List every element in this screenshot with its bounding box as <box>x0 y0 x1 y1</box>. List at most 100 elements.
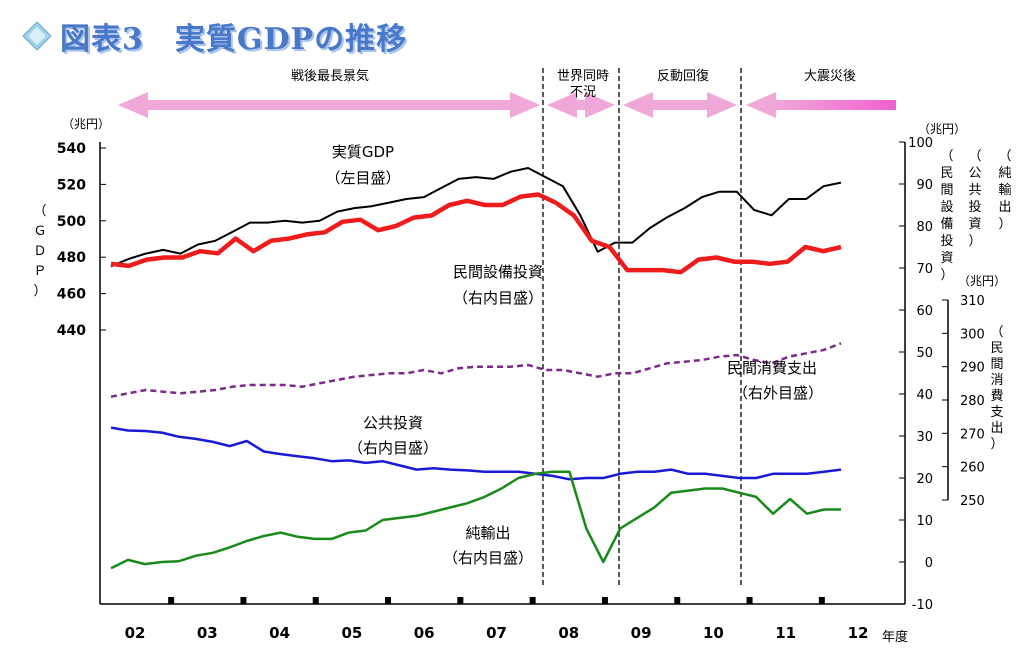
right-outer-tick-label: 260 <box>960 461 985 476</box>
x-tick-label: 11 <box>775 624 796 642</box>
right-inner-axis-label-char: 公 <box>968 166 981 181</box>
x-tick-label: 07 <box>486 624 507 642</box>
left-axis-label-char: Ｐ <box>33 264 46 279</box>
x-tick-mark <box>240 597 247 604</box>
left-tick-label: 480 <box>57 250 86 266</box>
period-arrow-3-shaft <box>651 100 709 110</box>
right-inner-tick-label: 50 <box>916 346 933 361</box>
right-outer-axis-unit: （兆円） <box>958 274 1006 288</box>
period-arrow-4-shaft <box>774 100 896 110</box>
x-tick-label: 08 <box>558 624 579 642</box>
title-block: 図表3 実質GDPの推移 <box>22 14 407 58</box>
series-axis-note: （右内目盛） <box>443 549 533 567</box>
series-axis-note: （左目盛） <box>325 169 400 187</box>
right-outer-tick-label: 270 <box>960 427 985 442</box>
period-arrow-2-head-left <box>547 92 577 118</box>
right-inner-tick-label: 0 <box>925 556 933 571</box>
right-inner-tick-label: 100 <box>908 136 933 151</box>
right-inner-axis-label-char: （ <box>940 149 953 164</box>
x-tick-label: 04 <box>269 624 290 642</box>
period-arrow-1-head-right <box>510 92 540 118</box>
period-label-line2: 不況 <box>570 85 596 100</box>
x-tick-label: 03 <box>197 624 218 642</box>
right-inner-tick-label: 40 <box>916 388 933 403</box>
period-label: 大震災後 <box>804 69 856 84</box>
left-axis-label-char: Ｇ <box>33 224 46 239</box>
right-outer-tick-label: 250 <box>960 494 985 509</box>
left-tick-label: 540 <box>57 141 86 157</box>
series-axis-note: （右外目盛） <box>733 384 823 402</box>
right-outer-tick-label: 290 <box>960 361 985 376</box>
right-outer-axis-label-char: ） <box>990 437 1003 452</box>
left-tick-label: 500 <box>57 214 86 230</box>
chart-title: 図表3 実質GDPの推移 <box>60 22 408 57</box>
right-inner-axis-label-char: 設 <box>940 199 953 215</box>
series-line-3 <box>110 426 842 481</box>
left-tick-label: 520 <box>57 177 86 193</box>
period-label: 反動回復 <box>657 68 709 84</box>
series-line-2 <box>110 342 842 398</box>
x-tick-label: 09 <box>631 624 652 642</box>
period-arrow-2-shaft <box>575 100 587 110</box>
x-tick-mark <box>168 597 175 604</box>
period-arrow-4-head-left <box>746 92 776 118</box>
x-axis-unit: 年度 <box>882 629 908 645</box>
series-label: 民間消費支出 <box>727 359 817 377</box>
right-outer-axis-label-char: 費 <box>990 389 1003 404</box>
right-outer-axis-label-char: 消 <box>990 373 1003 388</box>
right-inner-tick-label: 10 <box>916 514 933 529</box>
right-inner-axis-label-char: 投 <box>968 199 981 215</box>
right-inner-axis-label-char: ） <box>940 268 953 283</box>
diamond-icon <box>22 21 52 51</box>
x-tick-mark <box>529 597 536 604</box>
right-inner-axis-label-char: （ <box>998 149 1011 164</box>
x-tick-label: 10 <box>703 624 724 642</box>
period-arrow-1-shaft <box>146 100 512 110</box>
right-inner-tick-label: -10 <box>912 598 933 613</box>
x-tick-label: 12 <box>848 624 869 642</box>
right-inner-tick-label: 80 <box>916 220 933 235</box>
right-outer-tick-label: 300 <box>960 327 985 342</box>
x-tick-mark <box>457 597 464 604</box>
right-inner-axis-label-char: 純 <box>998 166 1011 181</box>
series-label: 公共投資 <box>363 414 423 432</box>
right-outer-tick-label: 310 <box>960 294 985 309</box>
x-tick-mark <box>674 597 681 604</box>
period-arrow-3-head-right <box>707 92 737 118</box>
right-outer-axis-label-char: 出 <box>990 421 1003 436</box>
right-outer-tick-label: 280 <box>960 394 985 409</box>
right-inner-axis-label-char: 出 <box>998 200 1011 215</box>
right-inner-axis-label-char: 輸 <box>998 183 1011 198</box>
right-inner-axis-label-char: （ <box>968 149 981 164</box>
left-axis-label-char: （ <box>33 204 46 219</box>
right-outer-axis-label-char: 支 <box>990 405 1003 420</box>
x-tick-label: 06 <box>414 624 435 642</box>
x-tick-label: 05 <box>341 624 362 642</box>
x-tick-mark <box>312 597 319 604</box>
period-label: 戦後最長景気 <box>291 68 369 84</box>
left-axis-label-char: Ｄ <box>33 244 46 259</box>
x-tick-mark <box>746 597 753 604</box>
left-axis-label-char: ） <box>33 284 46 299</box>
right-inner-axis-label-char: 備 <box>940 216 953 232</box>
right-inner-axis-label-char: 資 <box>940 251 953 266</box>
right-inner-axis-label-char: ） <box>968 234 981 249</box>
series-label: 実質GDP <box>332 143 394 161</box>
series-line-1 <box>110 192 842 275</box>
period-arrow-1-head-left <box>118 92 148 118</box>
series-line-4 <box>110 470 841 570</box>
right-inner-axis-label-char: 民 <box>940 166 953 181</box>
right-inner-axis-label-char: ） <box>998 217 1011 232</box>
right-inner-tick-label: 70 <box>916 262 933 277</box>
left-axis-unit: （兆円） <box>62 117 110 131</box>
x-tick-mark <box>818 597 825 604</box>
right-outer-axis-label-char: 民 <box>990 341 1003 356</box>
series-axis-note: （右内目盛） <box>453 289 543 307</box>
x-tick-mark <box>385 597 392 604</box>
right-inner-axis-label-char: 共 <box>968 183 981 198</box>
series-label: 民間設備投資 <box>453 263 543 281</box>
right-inner-axis-label-char: 間 <box>940 183 953 198</box>
right-outer-axis-label-char: （ <box>990 325 1003 340</box>
right-inner-tick-label: 60 <box>916 304 933 319</box>
